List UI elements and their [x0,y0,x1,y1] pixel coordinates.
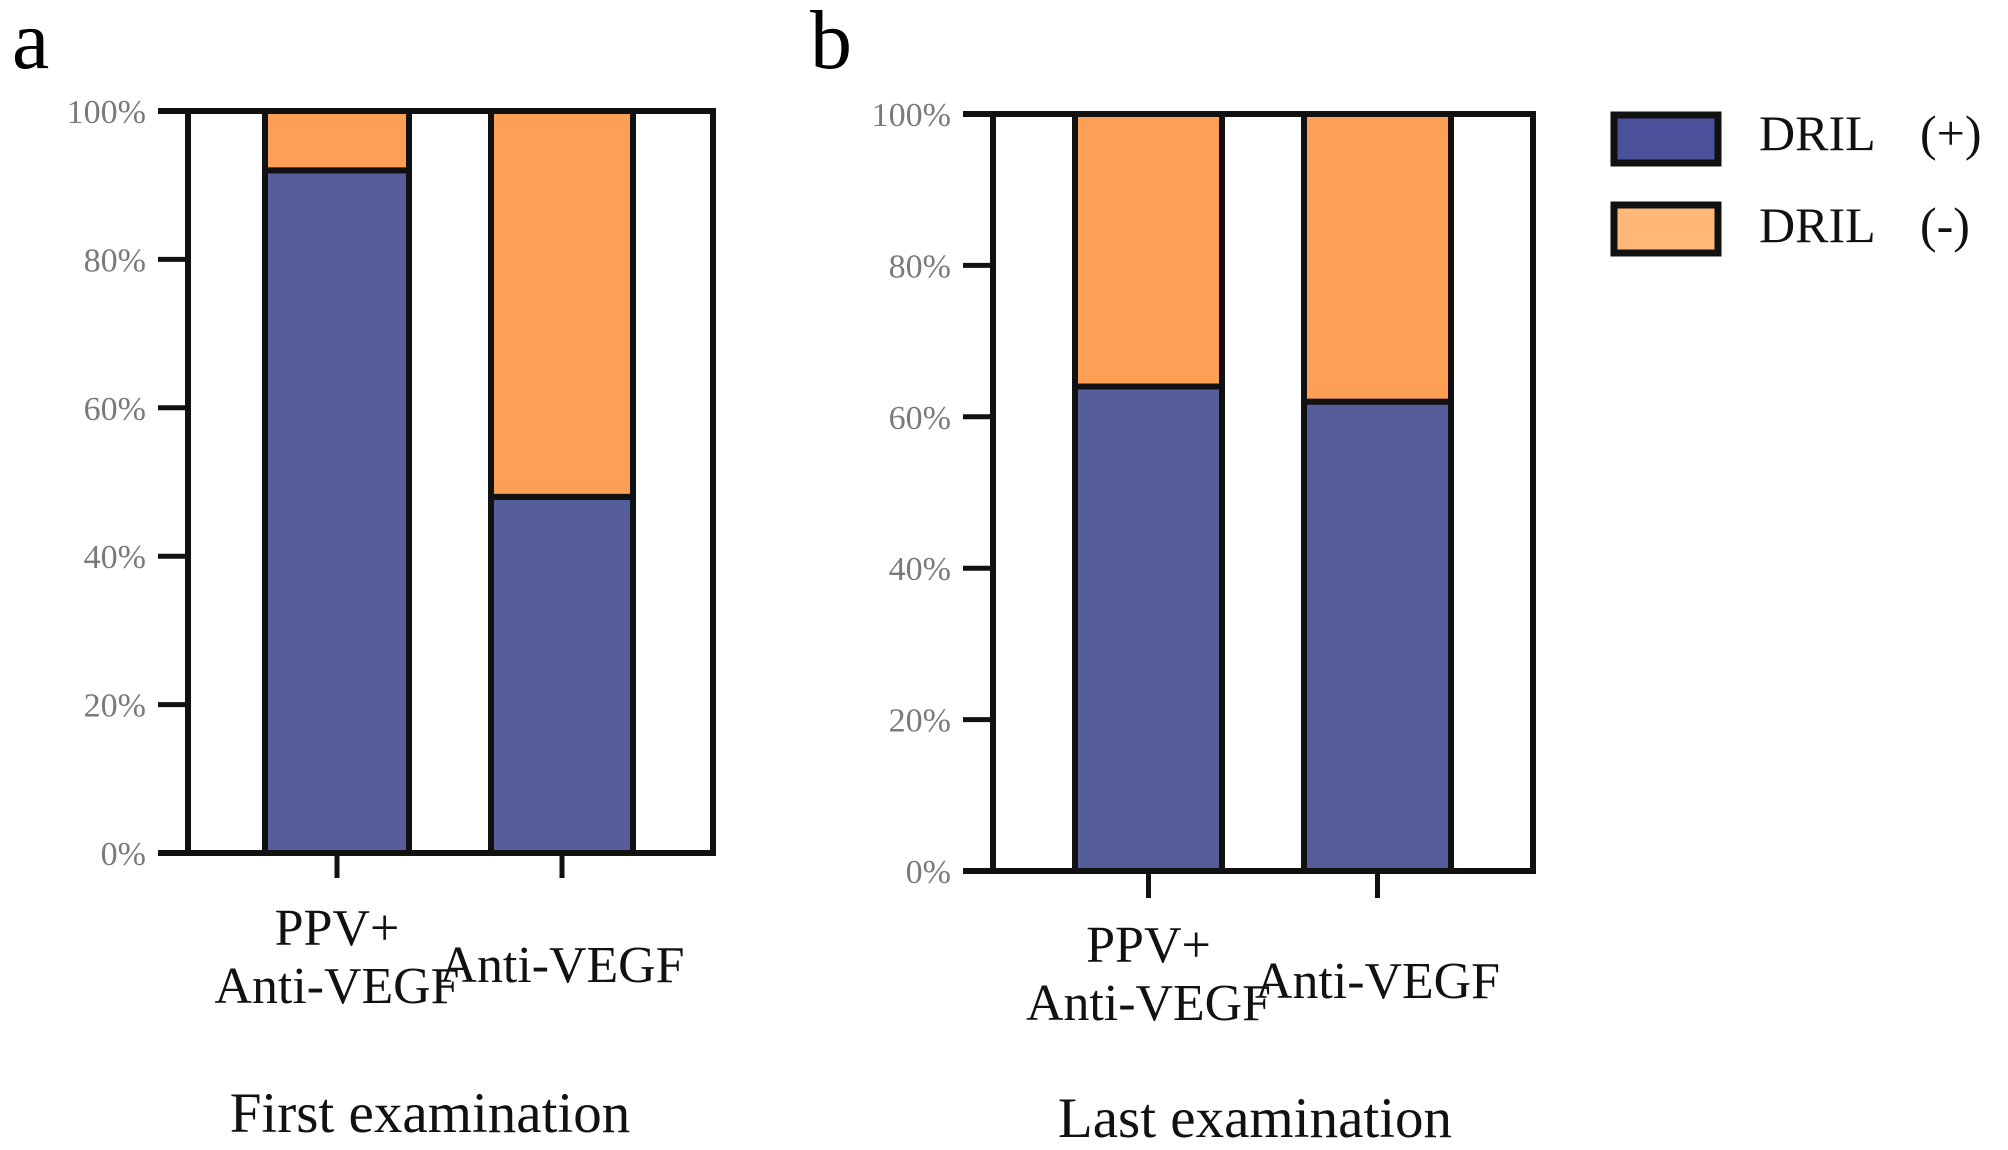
y-tick-label: 40% [84,539,146,576]
x-category-label: PPV+ [1086,917,1211,974]
bar-segment-dril-negative [262,108,412,174]
legend-swatch [1610,111,1722,167]
bar-segment-dril-positive [1301,398,1454,874]
panel-a-first-examination: a0%20%40%60%80%100%PPV+Anti-VEGFAnti-VEG… [12,0,716,1145]
legend-label: DRIL [1759,197,1876,253]
panel-title: First examination [230,1082,631,1145]
y-tick-label: 20% [889,703,951,740]
y-tick-label: 40% [889,551,951,588]
y-tick-label: 100% [872,97,951,134]
panel-letter: b [810,0,852,87]
x-category-label: PPV+ [275,900,400,957]
bar-segment-dril-negative [1301,111,1454,405]
y-tick-label: 80% [889,248,951,285]
legend: DRIL (+) DRIL (-) [1610,105,1982,257]
legend-sign: (-) [1920,197,1970,253]
panel-title: Last examination [1058,1087,1452,1150]
legend-swatch [1610,201,1722,257]
y-tick-label: 60% [889,400,951,437]
y-tick-label: 0% [101,836,146,873]
bar-segment-dril-positive [1072,383,1225,874]
legend-item-dril-negative: DRIL (-) [1610,197,1970,257]
x-category-label: Anti-VEGF [440,937,685,994]
x-category-label: Anti-VEGF [1255,953,1500,1010]
bar-segment-dril-negative [488,108,636,500]
panel-b-last-examination: b0%20%40%60%80%100%PPV+Anti-VEGFAnti-VEG… [810,0,1536,1150]
y-tick-label: 0% [906,854,951,891]
legend-sign: (+) [1920,105,1982,161]
legend-item-dril-positive: DRIL (+) [1610,105,1982,167]
bar-segment-dril-positive [488,493,636,856]
x-category-label: Anti-VEGF [215,958,460,1015]
x-category-label: Anti-VEGF [1026,975,1271,1032]
bar-segment-dril-positive [262,167,412,857]
y-tick-label: 80% [84,242,146,279]
legend-label: DRIL [1759,105,1876,161]
y-tick-label: 100% [67,94,146,131]
y-tick-label: 20% [84,688,146,725]
bar-segment-dril-negative [1072,111,1225,390]
panel-letter: a [12,0,49,87]
y-tick-label: 60% [84,391,146,428]
